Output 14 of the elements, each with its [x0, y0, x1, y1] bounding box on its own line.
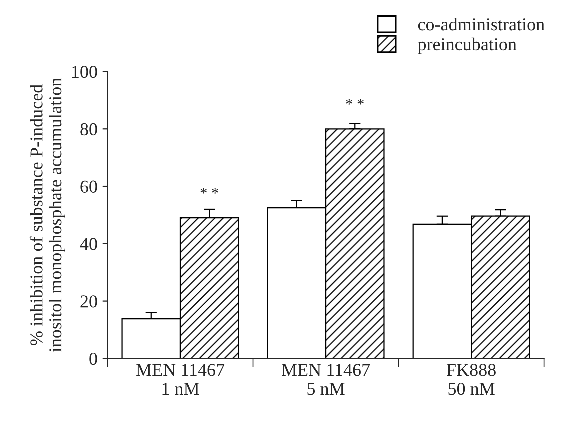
legend-label: preincubation — [418, 38, 517, 54]
x-tick-label: MEN 11467 1 nM — [136, 364, 225, 395]
legend-label: co-administration — [418, 18, 545, 31]
y-tick-label: 60 — [80, 180, 98, 193]
y-tick-label: 40 — [80, 238, 98, 250]
x-tick-label: FK888 50 nM — [446, 364, 496, 396]
y-tick-label: 100 — [72, 66, 98, 78]
y-tick-label: 20 — [80, 296, 98, 308]
y-axis-title: % inhibition of substance P-induced inositol monophosphate accumulation — [30, 78, 66, 352]
annotation: * * — [200, 188, 218, 194]
x-tick-label: MEN 11467 5 nM — [282, 364, 370, 396]
annotation: * * — [346, 99, 364, 105]
y-tick-label: 0 — [90, 352, 98, 366]
y-tick-label: 80 — [80, 123, 98, 136]
